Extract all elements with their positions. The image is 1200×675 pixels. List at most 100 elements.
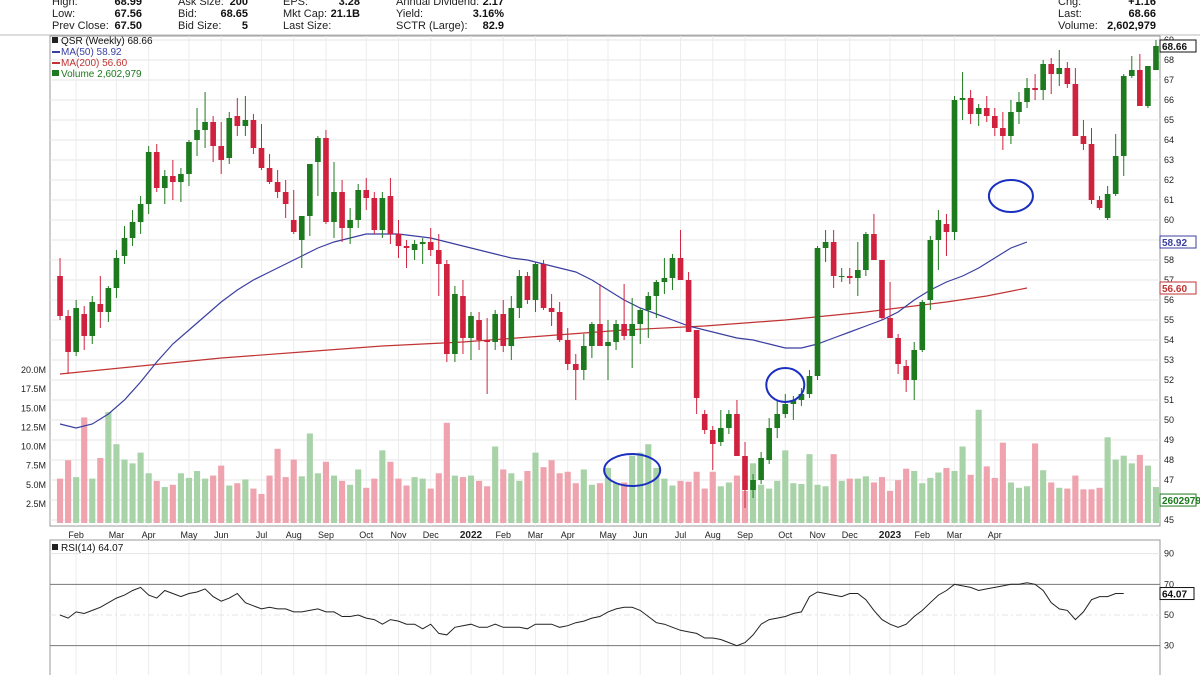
candle-body bbox=[274, 182, 281, 192]
price-tick-label: 49 bbox=[1164, 435, 1174, 445]
candle-body bbox=[153, 152, 160, 188]
candle-body bbox=[194, 130, 200, 140]
candle-body bbox=[887, 318, 893, 338]
volume-bar bbox=[637, 452, 644, 523]
candle-body bbox=[323, 138, 329, 222]
month-tick-label: Mar bbox=[947, 530, 963, 540]
volume-bar bbox=[435, 473, 442, 523]
price-tick-label: 62 bbox=[1164, 175, 1174, 185]
volume-bar bbox=[339, 480, 346, 523]
candle-body bbox=[387, 196, 394, 234]
candle-body bbox=[218, 146, 225, 160]
volume-bar bbox=[411, 477, 418, 523]
candle-body bbox=[919, 302, 926, 350]
volume-bar bbox=[258, 493, 265, 523]
month-tick-label: Mar bbox=[528, 530, 544, 540]
volume-bar bbox=[693, 471, 700, 523]
quote-header: High: 68.99 Low: 67.56 Prev Close: 67.50… bbox=[0, 0, 1200, 34]
ma200-legend-label: MA(200) 56.60 bbox=[61, 58, 128, 69]
volume-bar bbox=[911, 470, 918, 523]
candle-body bbox=[65, 316, 71, 352]
candle-body bbox=[1064, 68, 1071, 84]
candle-body bbox=[983, 108, 990, 116]
candle-body bbox=[645, 296, 652, 310]
price-tick-label: 47 bbox=[1164, 475, 1174, 485]
rsi-badge-text: 64.07 bbox=[1162, 590, 1187, 601]
candle-body bbox=[73, 308, 79, 352]
month-tick-label: Feb bbox=[495, 530, 511, 540]
volume-bar bbox=[161, 487, 168, 523]
volume-bar bbox=[524, 470, 531, 523]
candle-body bbox=[669, 258, 676, 278]
candle-body bbox=[444, 264, 450, 354]
last-price-badge: 68.66 bbox=[1159, 39, 1197, 53]
candle-body bbox=[1000, 128, 1006, 136]
rsi-tick-label: 70 bbox=[1164, 579, 1174, 589]
volume-bar bbox=[822, 486, 829, 523]
candle-body bbox=[991, 116, 998, 128]
month-tick-label: Jul bbox=[675, 530, 687, 540]
volume-bar bbox=[234, 483, 241, 523]
candle-body bbox=[145, 152, 152, 204]
volume-bar bbox=[806, 454, 813, 523]
rsi-line bbox=[59, 582, 1124, 647]
volume-bar bbox=[556, 473, 563, 523]
price-grid bbox=[0, 34, 1200, 675]
month-tick-label: Sep bbox=[737, 530, 753, 540]
price-tick-label: 66 bbox=[1164, 95, 1174, 105]
candle-body bbox=[790, 400, 797, 404]
volume-bar bbox=[725, 482, 732, 523]
candle-body bbox=[927, 240, 934, 300]
rsi-legend-swatch bbox=[52, 544, 58, 550]
candle-body bbox=[959, 98, 966, 100]
price-tick-label: 65 bbox=[1164, 115, 1174, 125]
last-value: 68.66 bbox=[1128, 8, 1156, 20]
candle-body bbox=[97, 304, 104, 312]
volume-bar bbox=[959, 446, 966, 523]
candle-body bbox=[363, 190, 370, 198]
volume-bar bbox=[177, 473, 184, 523]
candle-body bbox=[750, 480, 756, 490]
volume-bar bbox=[1040, 470, 1047, 523]
candle-body bbox=[137, 204, 144, 222]
bid-value: 68.65 bbox=[220, 8, 248, 20]
march-low-circle bbox=[987, 179, 1034, 213]
volume-bar bbox=[1007, 482, 1014, 523]
volume-bar bbox=[846, 478, 853, 523]
low-label: Low: bbox=[52, 8, 76, 20]
volume-bar bbox=[580, 469, 587, 523]
candle-body bbox=[589, 324, 595, 346]
month-tick-label: Nov bbox=[390, 530, 407, 540]
candle-body bbox=[226, 118, 233, 158]
volume-bar bbox=[314, 473, 321, 523]
month-tick-label: Feb bbox=[915, 530, 931, 540]
annotations bbox=[603, 179, 1034, 487]
candle-body bbox=[951, 100, 958, 232]
volume-bar bbox=[1080, 489, 1087, 523]
volume-bar bbox=[1136, 454, 1143, 523]
volume-bar bbox=[1104, 437, 1111, 523]
candle-body bbox=[693, 330, 700, 398]
volume-bar bbox=[153, 480, 160, 523]
volume-bar bbox=[56, 478, 64, 523]
candle-body bbox=[854, 270, 861, 278]
candle-body bbox=[468, 316, 474, 338]
volume-bar bbox=[387, 461, 394, 523]
candle-body bbox=[742, 456, 748, 490]
volume-bar bbox=[1072, 475, 1079, 523]
month-tick-label: Mar bbox=[109, 530, 125, 540]
volume-bar bbox=[1120, 455, 1127, 523]
candle-body bbox=[435, 250, 442, 264]
last-price-badge-text: 68.66 bbox=[1162, 42, 1187, 53]
month-tick-label: Feb bbox=[68, 530, 84, 540]
volume-bar bbox=[991, 477, 998, 523]
candle-body bbox=[701, 414, 708, 430]
candle-body bbox=[726, 414, 732, 428]
volume-bar bbox=[999, 442, 1006, 523]
month-tick-label: May bbox=[599, 530, 617, 540]
chg-value: +1.16 bbox=[1128, 0, 1156, 8]
yield-value: 3.16% bbox=[472, 8, 504, 20]
volume-bar bbox=[403, 485, 410, 523]
candle-body bbox=[871, 234, 877, 260]
candle-body bbox=[846, 276, 853, 278]
